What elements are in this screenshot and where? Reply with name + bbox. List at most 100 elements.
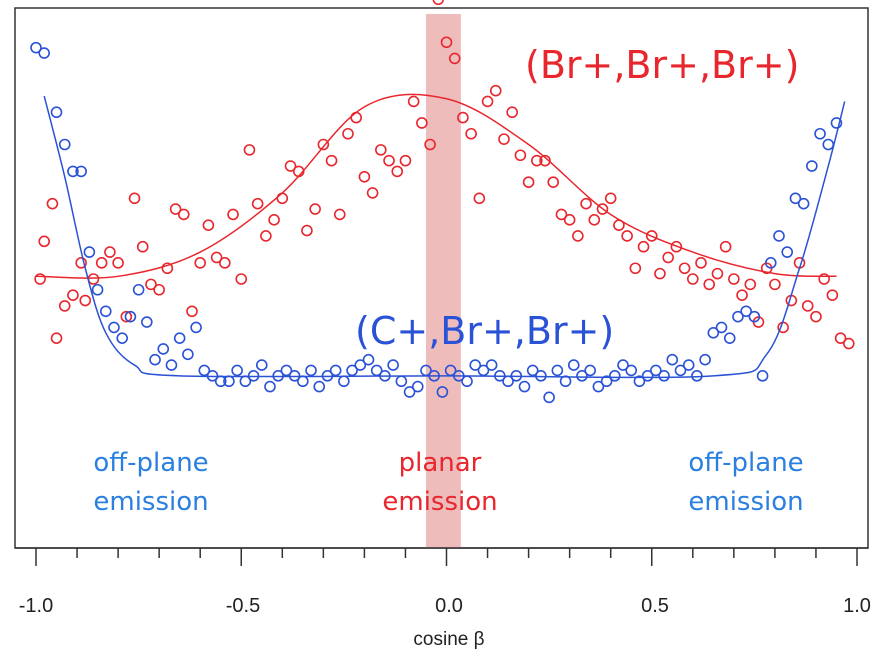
blue-data-point [387, 359, 399, 371]
blue-data-point [617, 359, 629, 371]
red-data-point [219, 257, 231, 269]
blue-data-point [99, 305, 112, 318]
blue-data-point [354, 359, 367, 371]
red-data-point [596, 203, 609, 215]
blue-data-point [280, 364, 293, 377]
red-data-point [842, 337, 855, 350]
red-data-point [325, 154, 338, 167]
blue-data-point [141, 316, 153, 328]
left-annotation-line1: off-plane [93, 448, 208, 478]
red-data-point [79, 294, 92, 307]
blue-data-point [707, 326, 720, 339]
blue-data-point [609, 370, 621, 382]
blue-data-point [67, 165, 79, 178]
blue-data-point [740, 305, 752, 318]
red-data-point [473, 192, 486, 205]
blue-data-point [198, 364, 211, 377]
blue-data-point [567, 359, 580, 371]
blue-data-point [182, 348, 194, 361]
red-data-point [481, 95, 494, 108]
blue-data-point [641, 370, 654, 382]
blue-data-point [149, 353, 161, 366]
blue-data-point [764, 257, 777, 269]
red-data-point [251, 197, 264, 210]
red-data-point [169, 203, 182, 215]
red-data-point [654, 267, 666, 280]
red-data-point [686, 273, 699, 285]
blue-data-point [485, 359, 498, 371]
red-data-point [145, 278, 157, 291]
red-data-point [383, 154, 395, 167]
red-data-point [416, 117, 428, 129]
red-data-point [572, 230, 584, 242]
blue-data-point [625, 364, 638, 377]
red-data-point [621, 230, 633, 242]
red-data-point [194, 257, 206, 269]
red-data-point [120, 310, 133, 323]
red-data-point [112, 257, 124, 269]
red-data-point [489, 84, 502, 97]
red-data-point [580, 197, 592, 210]
red-data-point [539, 154, 551, 167]
red-data-point [399, 154, 412, 167]
blue-data-point [748, 310, 761, 323]
x-tick-label: 1.0 [843, 595, 871, 617]
blue-data-point [732, 310, 744, 323]
red-data-point [424, 138, 436, 151]
red-data-point [703, 278, 716, 291]
red-fit-curve [35, 93, 837, 279]
planar-band [425, 14, 461, 548]
x-tick-label: 0.0 [435, 595, 463, 617]
x-tick-label: 0.5 [641, 595, 669, 617]
red-data-point [75, 257, 87, 269]
blue-data-point [362, 353, 375, 366]
blue-data-point [674, 364, 687, 377]
center-annotation-line2: emission [382, 487, 497, 517]
blue-data-point [518, 380, 531, 393]
blue-data-point [305, 364, 317, 377]
red-data-point [210, 251, 223, 264]
red-data-point [177, 208, 190, 221]
red-data-point [268, 214, 280, 226]
blue-data-point [650, 364, 662, 377]
x-tick-labels: -1.0 -0.5 0.0 0.5 1.0 [19, 595, 871, 617]
right-annotation-line2: emission [688, 487, 803, 517]
red-data-point [284, 160, 297, 172]
blue-data-point [30, 41, 42, 54]
red-data-point [440, 36, 453, 49]
red-data-point [161, 262, 174, 275]
red-data-point [588, 214, 601, 226]
red-data-point [826, 289, 839, 301]
left-annotation-line2: emission [93, 487, 208, 517]
blue-data-point [576, 370, 588, 382]
blue-data-point [411, 380, 424, 393]
blue-data-point [814, 127, 826, 140]
blue-data-point [543, 391, 555, 404]
blue-data-point [806, 160, 818, 172]
red-data-point [498, 133, 510, 145]
blue-data-point [173, 332, 186, 344]
red-data-point [317, 138, 330, 151]
series-label-blue: (C+,Br+,Br+) [355, 309, 614, 353]
red-data-point [366, 187, 379, 199]
red-data-point [136, 240, 149, 253]
blue-data-point [124, 310, 137, 323]
red-data-point [243, 144, 256, 156]
red-data-point [358, 170, 371, 183]
blue-data-point [526, 364, 539, 377]
red-data-point [728, 273, 740, 285]
blue-data-point [756, 370, 769, 382]
red-data-point [514, 149, 527, 162]
red-data-point [818, 273, 830, 285]
blue-data-point [157, 343, 170, 355]
blue-data-point [38, 47, 51, 59]
blue-data-point [633, 375, 646, 388]
red-data-point [711, 267, 724, 280]
red-data-point [645, 230, 658, 242]
series-label-red: (Br+,Br+,Br+) [525, 43, 799, 87]
blue-data-point [699, 353, 711, 366]
blue-data-point [551, 364, 564, 377]
x-tick-label: -1.0 [19, 595, 53, 617]
red-data-point [465, 127, 477, 140]
